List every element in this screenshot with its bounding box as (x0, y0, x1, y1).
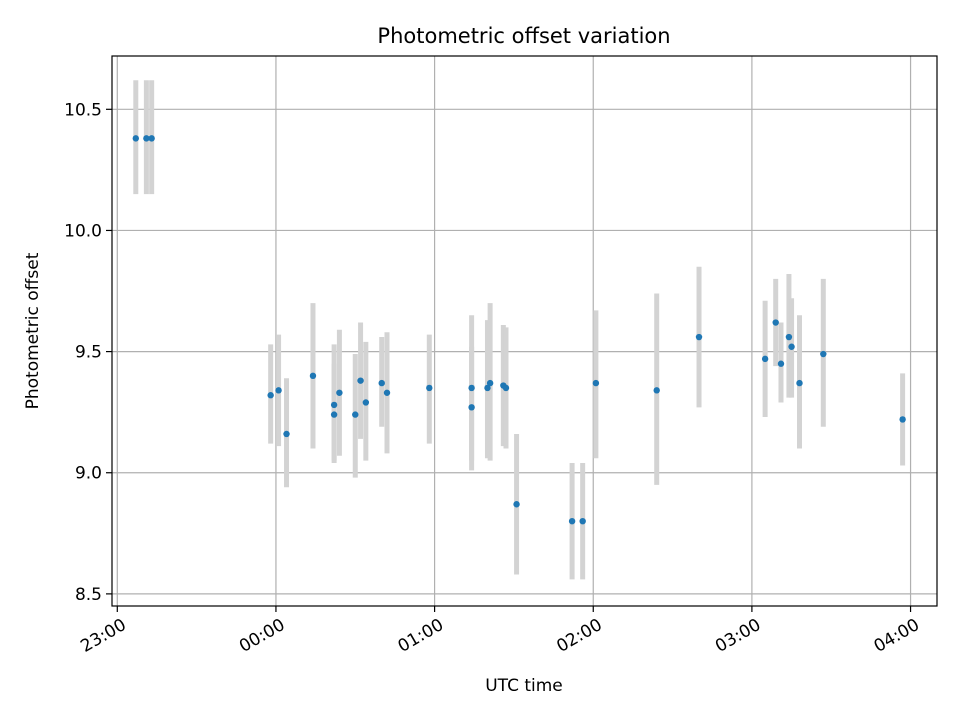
data-point (695, 333, 703, 341)
grid-lines (112, 56, 937, 606)
data-point (357, 377, 364, 384)
x-tick-label: 04:00 (871, 615, 923, 657)
data-point (592, 379, 600, 387)
data-point (132, 135, 139, 142)
data-point (785, 333, 793, 341)
data-point (579, 517, 586, 525)
x-tick-label: 01:00 (395, 615, 447, 657)
y-tick-label: 9.0 (75, 464, 102, 484)
data-point (426, 384, 433, 392)
x-axis-label: UTC time (485, 676, 563, 696)
data-point (283, 430, 290, 438)
data-point (330, 401, 338, 409)
data-point (761, 355, 769, 363)
data-point (820, 350, 827, 358)
y-tick-label: 10.0 (64, 221, 102, 241)
data-point (788, 343, 795, 350)
data-point (777, 360, 785, 367)
data-point (275, 387, 282, 394)
data-point (383, 389, 391, 396)
data-point (309, 372, 317, 380)
data-point (362, 399, 370, 406)
y-axis-ticks: 8.5 9.0 9.5 10.0 10.5 (64, 100, 112, 605)
data-point (468, 384, 475, 392)
data-point (796, 379, 803, 387)
y-axis-label: Photometric offset (23, 252, 43, 409)
data-point (378, 379, 385, 387)
data-point (148, 135, 155, 142)
y-tick-label: 8.5 (75, 585, 102, 605)
x-tick-label: 02:00 (553, 615, 605, 657)
x-tick-label: 23:00 (77, 615, 129, 657)
data-point (468, 404, 475, 411)
x-tick-label: 03:00 (712, 615, 764, 657)
data-point (899, 416, 906, 423)
data-point (143, 135, 150, 142)
data-point (267, 392, 274, 399)
data-point (502, 384, 510, 392)
data-point (568, 517, 576, 525)
plot-frame (111, 55, 938, 607)
y-tick-label: 10.5 (64, 100, 102, 120)
data-point (486, 379, 494, 387)
data-point (772, 319, 779, 326)
data-point (513, 501, 520, 508)
y-tick-label: 9.5 (75, 343, 102, 363)
chart-title: Photometric offset variation (377, 24, 670, 48)
data-point (484, 384, 491, 392)
data-point (336, 389, 343, 396)
data-point (653, 387, 660, 394)
data-point (352, 411, 359, 418)
x-tick-label: 00:00 (236, 615, 288, 657)
x-axis-ticks: 23:00 00:00 01:00 02:00 03:00 04:00 (77, 606, 923, 657)
data-points (132, 135, 906, 525)
data-point (330, 411, 338, 418)
